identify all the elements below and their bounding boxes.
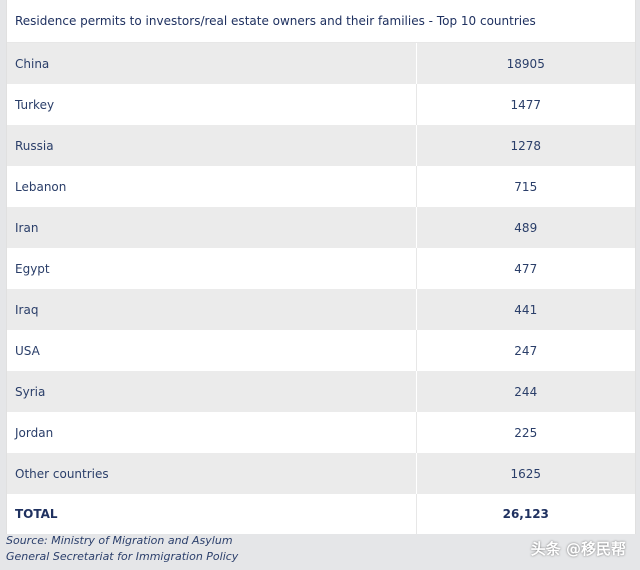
country-cell: Lebanon [7, 166, 416, 207]
country-cell: Iran [7, 207, 416, 248]
value-cell: 225 [415, 412, 635, 453]
table-row: Lebanon 715 [7, 166, 635, 207]
table-row: Syria 244 [7, 371, 635, 412]
value-cell: 244 [415, 371, 635, 412]
value-cell: 1278 [415, 125, 635, 166]
total-row: TOTAL 26,123 [7, 494, 635, 534]
table-row: Turkey 1477 [7, 84, 635, 125]
table-row: Other countries 1625 [7, 453, 635, 494]
country-cell: Turkey [7, 84, 416, 125]
country-cell: Egypt [7, 248, 416, 289]
country-cell: Russia [7, 125, 416, 166]
value-cell: 715 [415, 166, 635, 207]
country-cell: Other countries [7, 453, 416, 494]
table-title: Residence permits to investors/real esta… [7, 0, 635, 43]
permits-table: China 18905 Turkey 1477 Russia 1278 Leba… [7, 43, 635, 534]
table-row: Jordan 225 [7, 412, 635, 453]
source-note: Source: Ministry of Migration and Asylum… [6, 533, 238, 565]
country-cell: Syria [7, 371, 416, 412]
table-row: China 18905 [7, 43, 635, 84]
table-row: Iraq 441 [7, 289, 635, 330]
total-label: TOTAL [7, 494, 416, 534]
value-cell: 477 [415, 248, 635, 289]
value-cell: 1477 [415, 84, 635, 125]
source-line-ministry: Source: Ministry of Migration and Asylum [6, 534, 233, 547]
watermark-text: 头条 @移民帮 [530, 540, 626, 558]
table-row: Iran 489 [7, 207, 635, 248]
value-cell: 489 [415, 207, 635, 248]
country-cell: Jordan [7, 412, 416, 453]
table-row: Russia 1278 [7, 125, 635, 166]
total-value: 26,123 [415, 494, 635, 534]
value-cell: 18905 [415, 43, 635, 84]
value-cell: 1625 [415, 453, 635, 494]
table-row: USA 247 [7, 330, 635, 371]
source-line-secretariat: General Secretariat for Immigration Poli… [6, 550, 239, 563]
table-row: Egypt 477 [7, 248, 635, 289]
country-cell: USA [7, 330, 416, 371]
data-table-frame: Residence permits to investors/real esta… [6, 0, 636, 534]
value-cell: 247 [415, 330, 635, 371]
value-cell: 441 [415, 289, 635, 330]
country-cell: China [7, 43, 416, 84]
country-cell: Iraq [7, 289, 416, 330]
